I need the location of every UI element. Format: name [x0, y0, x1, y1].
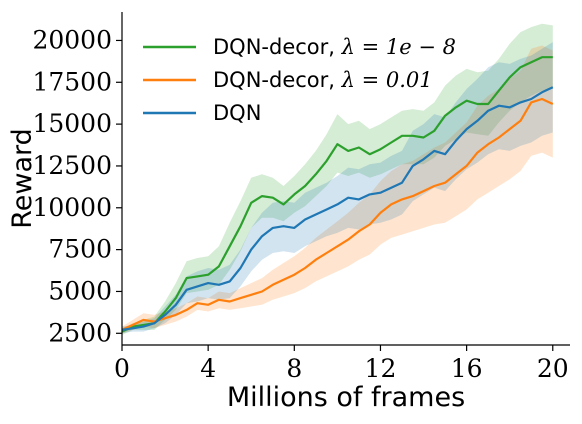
- x-tick-label: 16: [451, 354, 483, 383]
- x-tick-label: 12: [365, 354, 397, 383]
- band-decor_large: [122, 45, 553, 334]
- x-tick-label: 20: [537, 354, 569, 383]
- x-tick-label: 0: [114, 354, 130, 383]
- y-axis-label: Reward: [7, 128, 38, 229]
- x-tick-label: 4: [200, 354, 216, 383]
- legend-label-decor_large: DQN-decor, λ = 0.01: [213, 68, 433, 92]
- legend-label-text: DQN-decor,: [213, 68, 342, 92]
- band-dqn: [122, 42, 553, 334]
- legend-label-math: λ = 1e − 8: [341, 35, 456, 59]
- series-lines: [121, 56, 554, 333]
- y-tick-label: 20000: [32, 25, 112, 54]
- y-tick-label: 15000: [32, 109, 112, 138]
- line-dqn: [121, 86, 554, 331]
- x-axis-label: Millions of frames: [227, 382, 465, 413]
- line-decor_small: [121, 56, 553, 333]
- y-tick-label: 12500: [32, 151, 112, 180]
- y-tick-label: 7500: [48, 235, 112, 264]
- y-tick-label: 10000: [32, 193, 112, 222]
- confidence-bands: [122, 23, 553, 335]
- y-tick-label: 2500: [48, 318, 112, 347]
- legend-label-decor_small: DQN-decor, λ = 1e − 8: [213, 35, 456, 59]
- y-tick-label: 17500: [32, 67, 112, 96]
- legend-label-math: λ = 0.01: [341, 68, 433, 92]
- y-ticks: 2500 5000 7500 10000 12500 15000 17500 20000: [32, 25, 122, 347]
- line-decor_large: [121, 97, 554, 331]
- legend-label-text: DQN: [213, 101, 261, 125]
- legend-label-dqn: DQN: [213, 101, 261, 125]
- legend-label-text: DQN-decor,: [213, 35, 342, 59]
- x-tick-label: 8: [286, 354, 302, 383]
- x-ticks: 0 4 8 12 16 20: [114, 345, 569, 383]
- band-decor_small: [122, 23, 553, 335]
- y-tick-label: 5000: [48, 276, 112, 305]
